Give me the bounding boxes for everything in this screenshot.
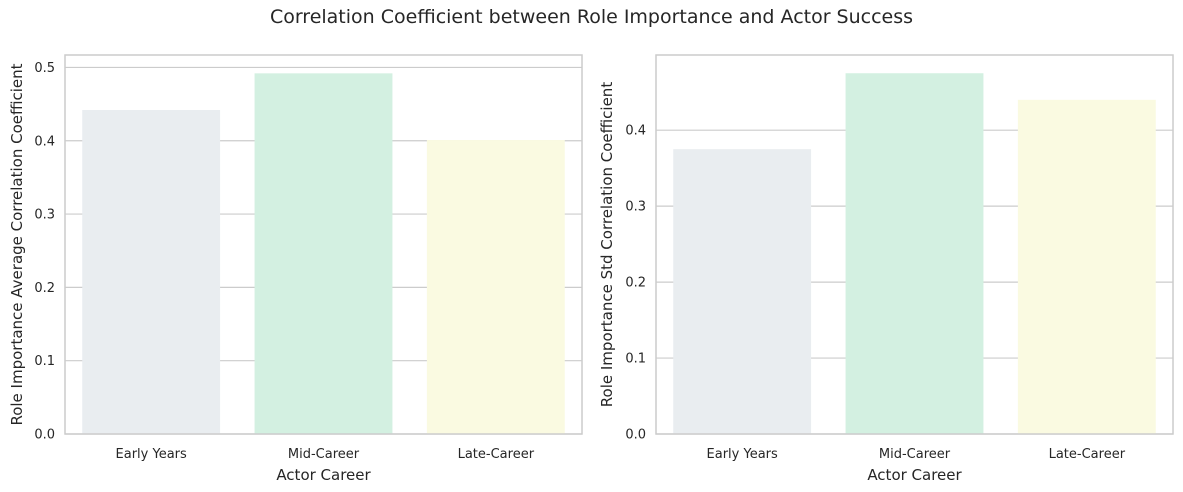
bar-mid-career <box>845 73 984 434</box>
y-tick-label: 0.2 <box>625 276 646 291</box>
y-tick-label: 0.1 <box>625 352 646 367</box>
y-tick-label: 0.2 <box>34 281 55 296</box>
y-tick-label: 0.4 <box>625 124 646 139</box>
x-axis-label: Actor Career <box>867 466 962 484</box>
bar-early-years <box>673 149 812 434</box>
bar-late-career <box>1017 99 1156 435</box>
y-tick-label: 0.0 <box>625 428 646 443</box>
y-axis-label: Role Importance Average Correlation Coef… <box>8 63 26 425</box>
y-tick-label: 0.5 <box>34 61 55 76</box>
axes-frame <box>64 54 583 435</box>
x-tick-label: Mid-Career <box>288 447 360 462</box>
y-axis-label: Role Importance Std Correlation Coeffici… <box>598 82 616 408</box>
y-tick-label: 0.4 <box>34 134 55 149</box>
axes-frame <box>655 54 1174 435</box>
chart-panel-1: 0.0 0.1 0.2 0.3 0.4 0.5 Early Years Mid-Career L… <box>8 54 583 484</box>
bar-mid-career <box>254 73 393 434</box>
chart-panel-2: 0.0 0.1 0.2 0.3 0.4 Early Years Mid-Career Late… <box>598 54 1174 484</box>
x-tick-label: Early Years <box>707 447 778 462</box>
x-tick-label: Early Years <box>116 447 187 462</box>
bar-late-career <box>426 140 565 434</box>
y-tick-label: 0.3 <box>34 208 55 223</box>
y-tick-label: 0.0 <box>34 428 55 443</box>
x-tick-label: Mid-Career <box>879 447 951 462</box>
x-tick-label: Late-Career <box>458 447 535 462</box>
y-tick-label: 0.1 <box>34 354 55 369</box>
x-tick-label: Late-Career <box>1049 447 1126 462</box>
y-tick-label: 0.3 <box>625 200 646 215</box>
x-axis-label: Actor Career <box>276 466 371 484</box>
bar-early-years <box>82 109 221 435</box>
figure-title: Correlation Coefficient between Role Imp… <box>269 6 914 28</box>
